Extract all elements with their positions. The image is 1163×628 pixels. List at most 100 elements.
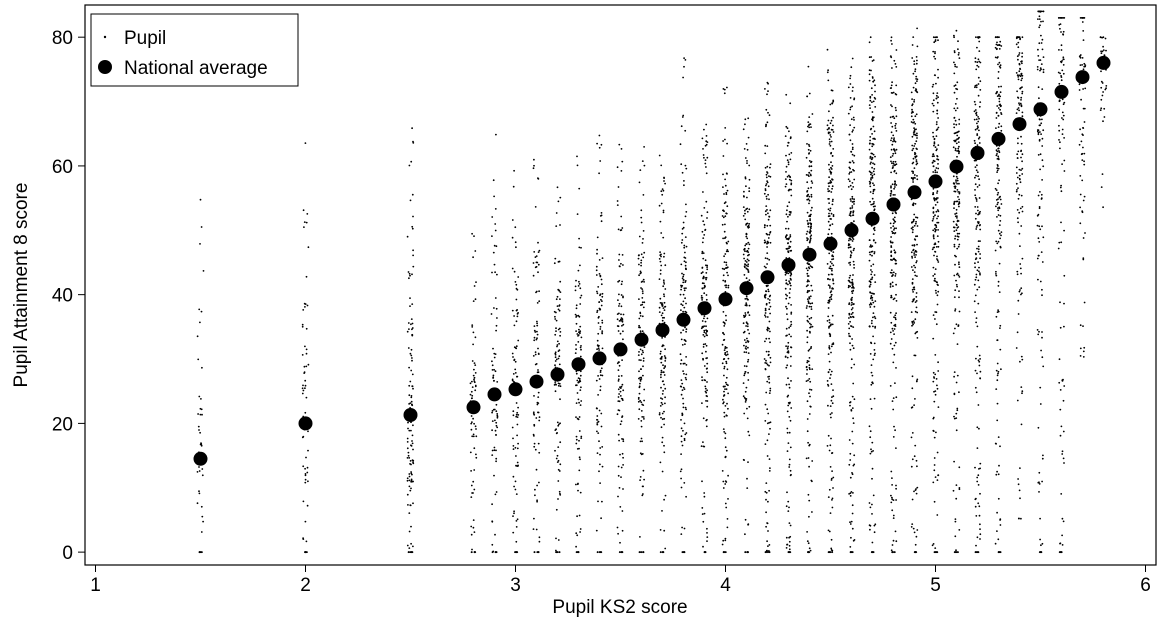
pupil-point (829, 265, 832, 268)
pupil-point (848, 166, 851, 169)
pupil-point (746, 325, 749, 328)
pupil-point (873, 274, 876, 276)
pupil-point (956, 182, 958, 185)
pupil-point (852, 249, 855, 252)
pupil-point (996, 530, 998, 532)
pupil-point (1062, 72, 1065, 75)
pupil-point (977, 116, 979, 118)
pupil-point (978, 286, 981, 288)
pupil-point (1040, 133, 1042, 136)
pupil-point (533, 339, 536, 342)
pupil-point (935, 167, 938, 169)
pupil-point (976, 476, 979, 479)
pupil-point (890, 186, 892, 189)
pupil-point (558, 470, 561, 472)
pupil-point (470, 470, 472, 472)
pupil-point (534, 488, 536, 491)
pupil-point (746, 337, 748, 340)
national-average-point (508, 382, 523, 397)
pupil-point (1037, 48, 1039, 51)
pupil-point (806, 190, 809, 192)
pupil-point (679, 353, 682, 356)
pupil-point (788, 383, 790, 386)
pupil-point (596, 252, 598, 255)
pupil-point (978, 129, 980, 132)
pupil-point (789, 246, 792, 248)
pupil-point (1039, 24, 1041, 27)
pupil-point (706, 141, 709, 144)
pupil-point (557, 308, 560, 311)
pupil-point (787, 161, 790, 164)
pupil-point (870, 69, 872, 72)
pupil-point (827, 307, 830, 309)
pupil-point (412, 424, 414, 427)
pupil-point (411, 328, 413, 331)
pupil-point (913, 99, 916, 101)
pupil-point (682, 406, 685, 409)
pupil-point (913, 286, 916, 289)
pupil-point (682, 429, 684, 432)
pupil-point (979, 273, 981, 276)
pupil-point (805, 174, 808, 176)
pupil-point (808, 143, 810, 146)
pupil-point (596, 348, 598, 351)
pupil-point (496, 381, 499, 383)
pupil-point (786, 450, 789, 452)
pupil-point (976, 426, 979, 429)
pupil-point (954, 185, 957, 188)
pupil-point (893, 137, 895, 140)
pupil-point (747, 329, 749, 331)
pupil-point (889, 87, 892, 89)
pupil-point (810, 284, 813, 287)
pupil-point (914, 128, 916, 131)
pupil-point (871, 118, 873, 121)
pupil-point (787, 141, 790, 144)
pupil-point (1017, 36, 1019, 39)
pupil-point (953, 91, 956, 94)
pupil-point (808, 241, 811, 244)
pupil-point (955, 417, 958, 419)
pupil-point (894, 382, 896, 384)
pupil-point (575, 330, 577, 332)
pupil-point (556, 305, 559, 307)
pupil-point (849, 207, 852, 210)
pupil-point (827, 277, 829, 280)
pupil-point (1000, 231, 1003, 234)
pupil-point (747, 311, 749, 314)
pupil-point (894, 232, 897, 234)
pupil-point (915, 235, 917, 238)
pupil-point (471, 435, 474, 438)
pupil-point (1061, 17, 1064, 19)
pupil-point (952, 220, 955, 223)
pupil-point (847, 112, 850, 115)
pupil-point (828, 325, 830, 328)
pupil-point (811, 511, 813, 513)
pupil-point (411, 322, 414, 325)
pupil-point (495, 307, 498, 310)
pupil-point (853, 169, 855, 172)
pupil-point (873, 251, 876, 253)
pupil-point (891, 230, 893, 233)
pupil-point (472, 343, 474, 346)
pupil-point (936, 190, 939, 193)
pupil-point (473, 380, 476, 382)
pupil-point (851, 307, 854, 309)
y-tick-label: 40 (52, 286, 73, 307)
pupil-point (870, 371, 873, 374)
pupil-point (808, 465, 810, 468)
pupil-point (873, 354, 876, 356)
pupil-point (470, 551, 473, 554)
pupil-point (828, 360, 831, 363)
pupil-point (895, 49, 898, 51)
pupil-point (763, 239, 766, 242)
pupil-point (976, 171, 979, 174)
pupil-point (995, 315, 998, 318)
pupil-point (763, 192, 766, 195)
pupil-point (679, 293, 682, 296)
pupil-point (974, 166, 977, 169)
pupil-point (410, 395, 413, 397)
pupil-point (872, 125, 875, 128)
pupil-point (849, 342, 851, 345)
pupil-point (661, 398, 664, 400)
pupil-point (851, 473, 854, 476)
